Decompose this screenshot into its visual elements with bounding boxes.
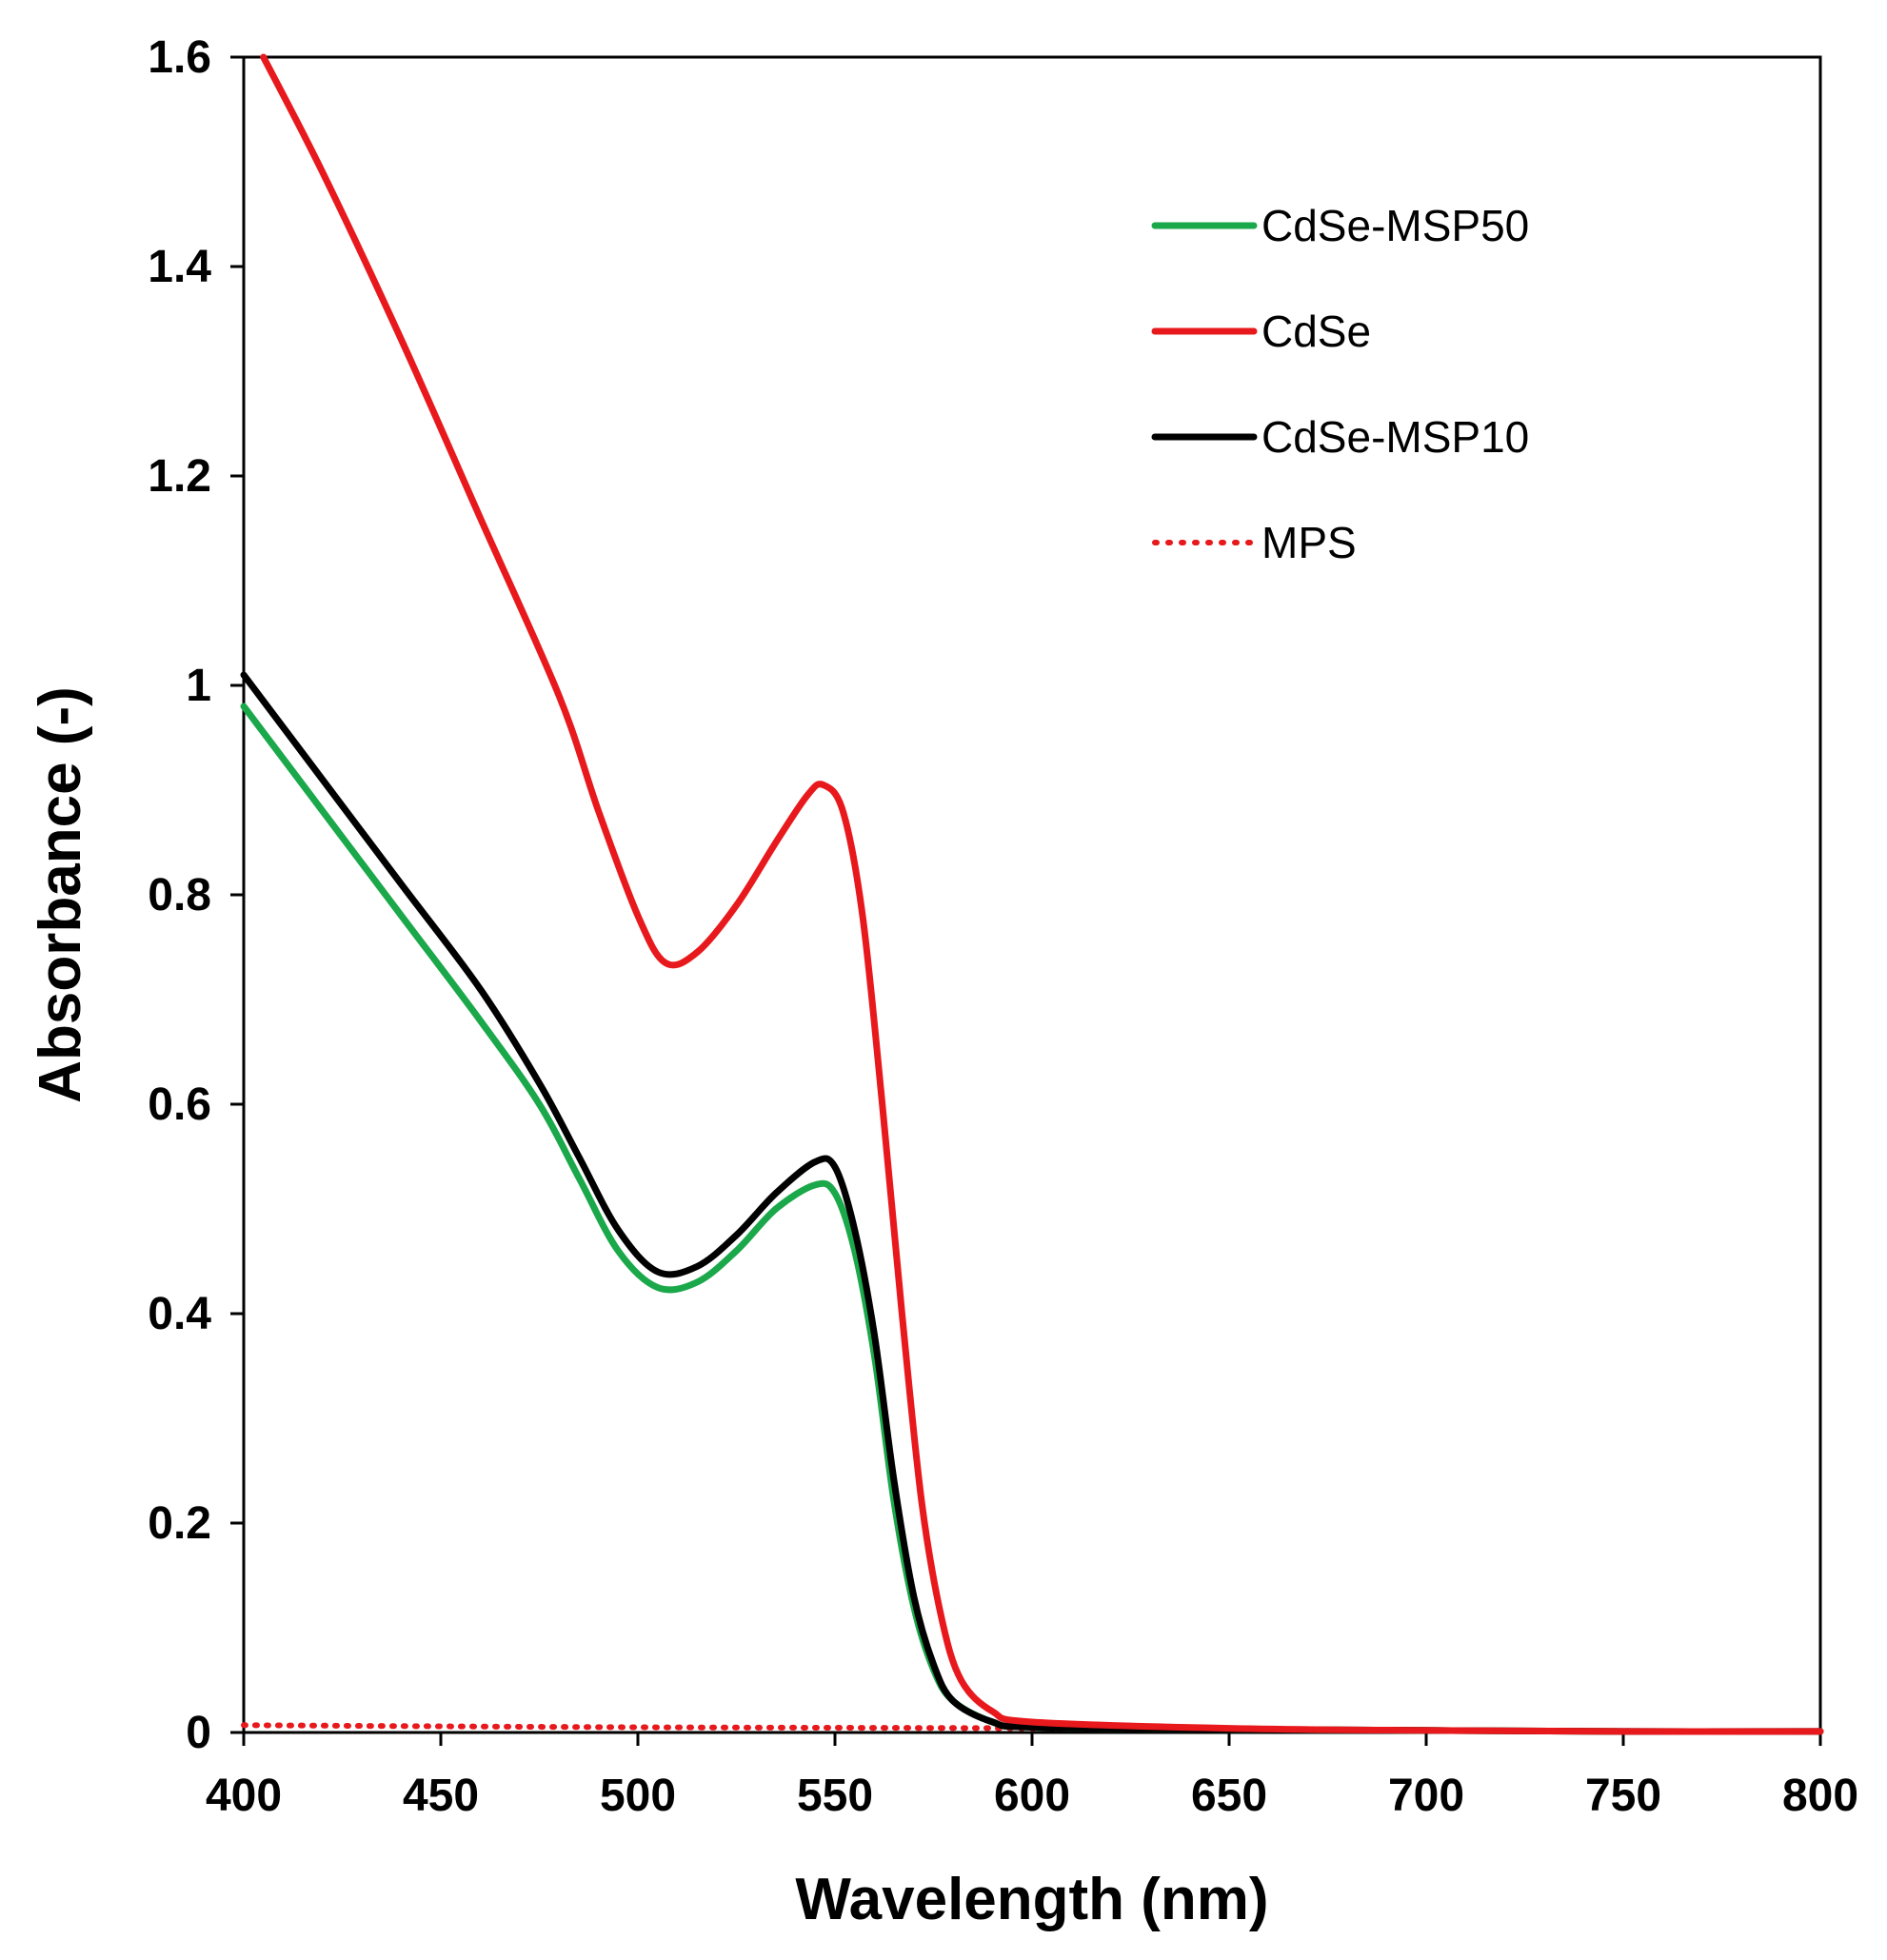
x-tick-label: 550 <box>797 1771 873 1821</box>
legend: CdSe-MSP50 CdSe CdSe-MSP10 MPS <box>1151 201 1529 567</box>
legend-label: MPS <box>1261 518 1357 567</box>
y-axis-title: Absorbance (-) <box>28 686 93 1102</box>
y-tick-label: 1 <box>186 661 211 711</box>
legend-label: CdSe <box>1261 307 1371 356</box>
series-line-cdse-msp50 <box>240 703 1824 1735</box>
y-tick-label: 1.2 <box>148 451 211 502</box>
x-tick-label: 500 <box>600 1771 676 1821</box>
y-tick-label: 0.8 <box>148 870 211 921</box>
plot-area <box>242 55 1822 1734</box>
x-tick-label: 800 <box>1782 1771 1858 1821</box>
x-tick-label: 400 <box>206 1771 282 1821</box>
x-tick-label: 450 <box>403 1771 479 1821</box>
x-tick-label: 750 <box>1585 1771 1661 1821</box>
x-axis-title: Wavelength (nm) <box>795 1867 1268 1932</box>
x-tick-label: 600 <box>994 1771 1070 1821</box>
legend-label: CdSe-MSP10 <box>1261 412 1529 462</box>
x-axis-ticks: 400 450 500 550 600 650 700 750 800 <box>206 1732 1858 1821</box>
series-line-cdse <box>260 53 1824 1735</box>
y-tick-label: 1.4 <box>148 242 211 292</box>
x-tick-label: 650 <box>1191 1771 1267 1821</box>
y-tick-label: 0.4 <box>148 1289 211 1339</box>
x-tick-label: 700 <box>1388 1771 1464 1821</box>
legend-label: CdSe-MSP50 <box>1261 201 1529 250</box>
y-tick-label: 0 <box>186 1708 211 1758</box>
y-tick-label: 0.6 <box>148 1079 211 1130</box>
y-tick-label: 1.6 <box>148 32 211 83</box>
series-layer <box>240 53 1824 1735</box>
y-tick-label: 0.2 <box>148 1498 211 1549</box>
series-line-cdse-msp10 <box>240 671 1824 1735</box>
y-axis-ticks: 0 0.2 0.4 0.6 0.8 1 1.2 1.4 1.6 <box>148 32 244 1758</box>
